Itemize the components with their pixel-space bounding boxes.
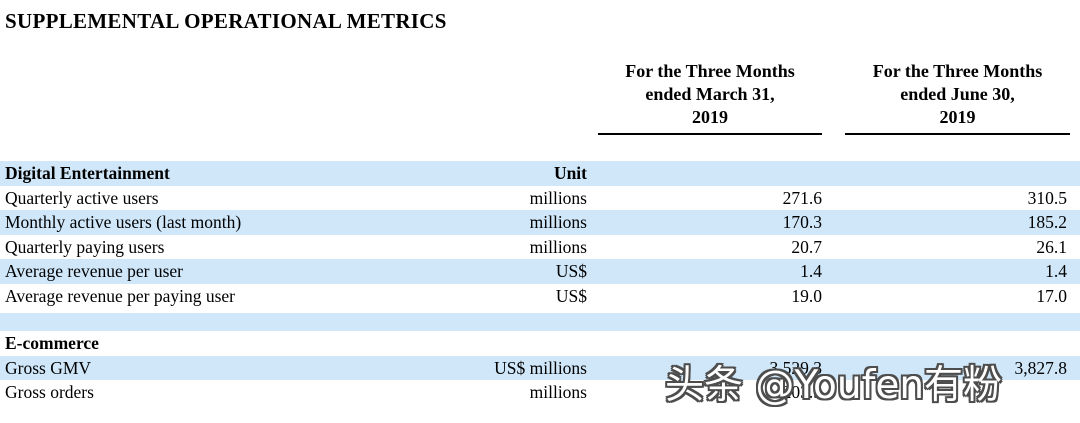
unit-cell: US$: [555, 285, 587, 306]
unit-cell: millions: [529, 212, 587, 232]
unit-cell: US$: [555, 261, 587, 281]
value-june: 185.2: [1027, 212, 1067, 232]
value-june: 17.0: [1036, 285, 1067, 306]
metric-label: Monthly active users (last month): [5, 212, 242, 232]
metric-label: Quarterly paying users: [5, 236, 165, 257]
unit-cell: millions: [529, 382, 587, 402]
metric-label: Gross orders: [5, 382, 94, 402]
metric-label: Gross GMV: [5, 357, 92, 378]
value-march: 170.3: [782, 212, 822, 232]
column-header-march-2019: For the Three Months ended March 31, 201…: [598, 60, 822, 135]
column-header-line: For the Three Months: [625, 61, 795, 81]
table-row-section-ecommerce: E-commerce: [0, 331, 1080, 356]
page-title: SUPPLEMENTAL OPERATIONAL METRICS: [5, 9, 447, 33]
unit-cell: US$ millions: [494, 357, 587, 378]
metric-label: Average revenue per user: [5, 261, 183, 281]
table-row: Average revenue per paying user US$ 19.0…: [0, 284, 1080, 309]
column-header-line: For the Three Months: [872, 61, 1043, 81]
value-march: 203.5: [782, 382, 822, 402]
column-header-line: 2019: [939, 107, 976, 127]
column-header-june-2019: For the Three Months ended June 30, 2019: [845, 60, 1070, 135]
column-header-line: ended June 30,: [900, 84, 1015, 104]
row-gap: [0, 308, 1080, 313]
metrics-table: Digital Entertainment Unit Quarterly act…: [0, 161, 1080, 405]
section-label: E-commerce: [5, 333, 99, 353]
site-watermark: 头条 @Youfen有粉: [665, 363, 1003, 408]
column-header-line: ended March 31,: [645, 84, 775, 104]
table-row: Monthly active users (last month) millio…: [0, 210, 1080, 235]
table-row: Average revenue per user US$ 1.4 1.4: [0, 259, 1080, 284]
table-row: Quarterly active users millions 271.6 31…: [0, 186, 1080, 211]
value-march: 20.7: [791, 236, 822, 257]
table-row: Gross GMV US$ millions 3,529.3 3,827.8: [0, 355, 1080, 380]
unit-cell: millions: [529, 187, 587, 208]
table-row-section-digital-entertainment: Digital Entertainment Unit: [0, 161, 1080, 186]
metric-label: Average revenue per paying user: [5, 285, 235, 306]
section-label: Digital Entertainment: [5, 163, 170, 183]
empty-highlight-row: [0, 313, 1080, 331]
value-june: 3,827.8: [1014, 357, 1068, 378]
unit-cell: millions: [529, 236, 587, 257]
value-march: 1.4: [800, 261, 822, 281]
value-march: 271.6: [782, 187, 822, 208]
metric-label: Quarterly active users: [5, 187, 159, 208]
table-row: Quarterly paying users millions 20.7 26.…: [0, 235, 1080, 260]
value-june: 26.1: [1036, 236, 1067, 257]
value-march: 19.0: [791, 285, 822, 306]
table-row: Gross orders millions 203.5: [0, 380, 1080, 405]
value-june: 310.5: [1027, 187, 1067, 208]
unit-column-header: Unit: [553, 163, 587, 183]
column-header-line: 2019: [692, 107, 728, 127]
value-march: 3,529.3: [769, 357, 823, 378]
value-june: 1.4: [1045, 261, 1067, 281]
